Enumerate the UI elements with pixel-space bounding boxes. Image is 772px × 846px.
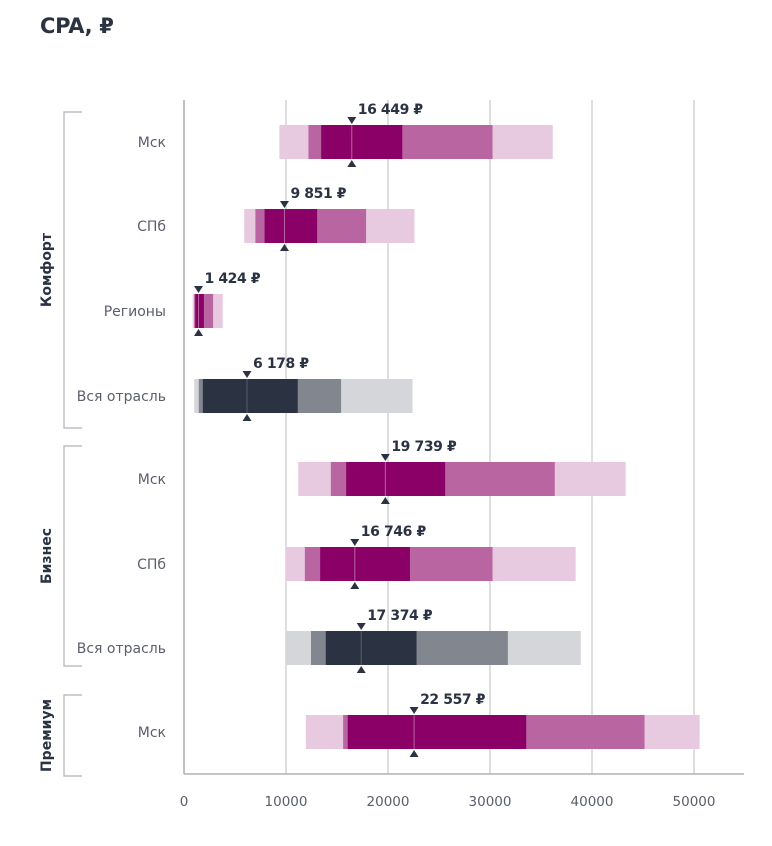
bar-band-inner	[195, 294, 204, 328]
median-data-label: 22 557 ₽	[420, 692, 486, 708]
bar-row: 19 739 ₽	[298, 439, 626, 504]
x-tick-label: 0	[180, 794, 189, 810]
median-marker-top-icon	[356, 623, 366, 630]
chart-title: CPA, ₽	[40, 14, 114, 38]
group-brackets: Комфорт Бизнес Премиум	[39, 111, 82, 777]
median-marker-top-icon	[380, 454, 390, 461]
bar-band-inner	[202, 379, 298, 413]
median-marker-bottom-icon	[350, 582, 360, 589]
median-marker-top-icon	[194, 286, 204, 293]
group-bracket	[63, 694, 82, 777]
row-label: Вся отрасль	[77, 389, 166, 405]
row-label: СПб	[137, 219, 166, 235]
median-data-label: 19 739 ₽	[391, 439, 457, 455]
median-marker-top-icon	[347, 117, 357, 124]
median-marker-top-icon	[409, 707, 419, 714]
bar-row: 1 424 ₽	[192, 271, 261, 336]
x-tick-label: 40000	[571, 794, 614, 810]
group-label: Комфорт	[39, 232, 55, 307]
median-data-label: 16 746 ₽	[361, 524, 427, 540]
x-tick-label: 50000	[673, 794, 716, 810]
group-label: Бизнес	[39, 528, 55, 584]
x-tick-label: 20000	[367, 794, 410, 810]
median-marker-bottom-icon	[409, 750, 419, 757]
bar-row: 22 557 ₽	[305, 692, 700, 757]
row-label: СПб	[137, 557, 166, 573]
bar-band-inner	[264, 209, 318, 243]
row-label: Мск	[138, 135, 166, 151]
median-marker-bottom-icon	[194, 329, 204, 336]
bar-row: 17 374 ₽	[286, 608, 581, 673]
median-data-label: 9 851 ₽	[290, 186, 346, 202]
bar-band-inner	[320, 547, 410, 581]
bar-band-inner	[347, 715, 527, 749]
gridlines	[183, 100, 695, 774]
row-label: Вся отрасль	[77, 641, 166, 657]
bar-band-inner	[325, 631, 417, 665]
row-label: Мск	[138, 472, 166, 488]
bar-row: 9 851 ₽	[244, 186, 415, 251]
bar-row: 6 178 ₽	[194, 356, 413, 421]
median-marker-bottom-icon	[242, 414, 252, 421]
median-data-label: 1 424 ₽	[205, 271, 261, 287]
median-marker-bottom-icon	[347, 160, 357, 167]
row-label: Регионы	[104, 304, 166, 320]
median-marker-bottom-icon	[279, 244, 289, 251]
median-marker-top-icon	[279, 201, 289, 208]
x-tick-label: 30000	[469, 794, 512, 810]
median-data-label: 17 374 ₽	[367, 608, 433, 624]
x-tick-label: 10000	[265, 794, 308, 810]
row-label: Мск	[138, 725, 166, 741]
bar-band-inner	[321, 125, 403, 159]
group-label: Премиум	[39, 699, 55, 772]
group-bracket	[63, 111, 82, 429]
group-bracket	[63, 445, 82, 667]
median-marker-top-icon	[350, 539, 360, 546]
median-data-label: 6 178 ₽	[253, 356, 309, 372]
median-marker-bottom-icon	[356, 666, 366, 673]
bars: 16 449 ₽ 9 851 ₽ 1 424 ₽ 6 178 ₽ 19 739 ₽ 16 …	[192, 102, 700, 757]
median-marker-top-icon	[242, 371, 252, 378]
median-marker-bottom-icon	[380, 497, 390, 504]
bar-row: 16 746 ₽	[286, 524, 576, 589]
row-labels: Мск СПб Регионы Вся отрасль Мск СПб Вся отрасл…	[77, 135, 166, 741]
bar-band-inner	[346, 462, 446, 496]
median-data-label: 16 449 ₽	[358, 102, 424, 118]
x-axis: 0 10000 20000 30000 40000 50000	[180, 100, 744, 810]
bar-row: 16 449 ₽	[279, 102, 553, 167]
